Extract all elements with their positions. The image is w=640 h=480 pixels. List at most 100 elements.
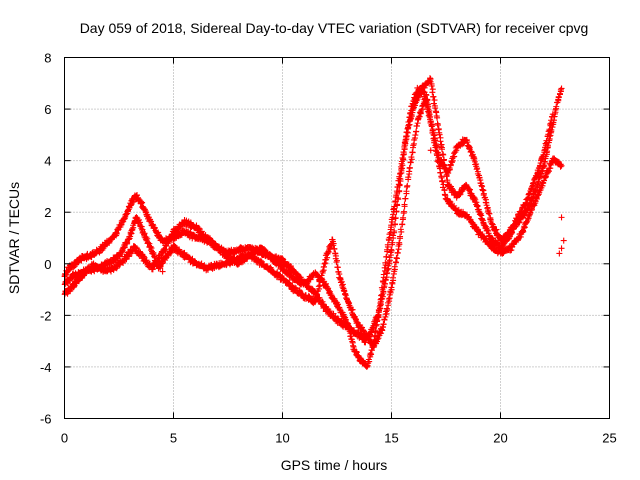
data-point bbox=[349, 339, 356, 346]
data-point bbox=[397, 170, 404, 177]
data-point bbox=[401, 208, 408, 215]
x-tick-label: 25 bbox=[602, 431, 616, 446]
data-point bbox=[433, 113, 440, 120]
data-point bbox=[553, 103, 560, 110]
data-point bbox=[399, 221, 406, 228]
data-point bbox=[403, 129, 410, 136]
data-point bbox=[143, 257, 150, 264]
data-point bbox=[133, 214, 140, 221]
data-point bbox=[391, 203, 398, 210]
data-point bbox=[157, 263, 164, 270]
data-point bbox=[451, 202, 458, 209]
data-point bbox=[389, 239, 396, 246]
data-point bbox=[257, 257, 264, 264]
data-point bbox=[438, 173, 445, 180]
data-point bbox=[558, 245, 565, 252]
data-point bbox=[348, 336, 355, 343]
data-point bbox=[426, 111, 433, 118]
data-point bbox=[547, 121, 554, 128]
data-point bbox=[405, 174, 412, 181]
data-point bbox=[62, 272, 69, 279]
data-point bbox=[401, 201, 408, 208]
data-point bbox=[508, 228, 515, 235]
data-point bbox=[407, 159, 414, 166]
data-point bbox=[428, 80, 435, 87]
data-point bbox=[332, 252, 339, 259]
data-point bbox=[412, 132, 419, 139]
data-point bbox=[527, 210, 534, 217]
data-point bbox=[397, 233, 404, 240]
data-points bbox=[61, 75, 567, 371]
data-point bbox=[238, 258, 245, 265]
data-point bbox=[464, 139, 471, 146]
x-tick-label: 5 bbox=[170, 431, 177, 446]
data-point bbox=[334, 264, 341, 271]
data-point bbox=[538, 168, 545, 175]
data-point bbox=[333, 257, 340, 264]
data-point bbox=[479, 187, 486, 194]
data-point bbox=[350, 343, 357, 350]
data-point bbox=[525, 190, 532, 197]
data-point bbox=[465, 143, 472, 150]
data-point bbox=[410, 142, 417, 149]
data-point bbox=[378, 292, 385, 299]
data-point bbox=[390, 211, 397, 218]
data-point bbox=[433, 108, 440, 115]
data-point bbox=[402, 195, 409, 202]
data-point bbox=[406, 121, 413, 128]
data-point bbox=[394, 249, 401, 256]
x-tick-label: 15 bbox=[384, 431, 398, 446]
y-tick-labels: -6 -4 -2 0 2 4 6 8 bbox=[40, 51, 52, 427]
data-point bbox=[473, 199, 480, 206]
data-point bbox=[384, 246, 391, 253]
data-point bbox=[345, 320, 352, 327]
data-point bbox=[560, 237, 567, 244]
data-point bbox=[440, 181, 447, 188]
data-point bbox=[438, 144, 445, 151]
data-point bbox=[312, 298, 319, 305]
data-point bbox=[326, 308, 333, 315]
data-point bbox=[136, 248, 143, 255]
y-tick-label: 8 bbox=[44, 51, 51, 66]
data-point bbox=[338, 278, 345, 285]
data-point bbox=[416, 109, 423, 116]
y-tick-label: -2 bbox=[40, 308, 52, 323]
data-point bbox=[442, 165, 449, 172]
data-point bbox=[347, 330, 354, 337]
data-point bbox=[376, 303, 383, 310]
data-point bbox=[314, 291, 321, 298]
data-point bbox=[493, 226, 500, 233]
data-point bbox=[427, 118, 434, 125]
data-point bbox=[483, 199, 490, 206]
data-point bbox=[332, 250, 339, 257]
data-point bbox=[470, 221, 477, 228]
data-point bbox=[134, 192, 141, 199]
data-point bbox=[321, 260, 328, 267]
data-point bbox=[400, 149, 407, 156]
data-point bbox=[224, 251, 231, 258]
data-point bbox=[425, 101, 432, 108]
data-point bbox=[386, 231, 393, 238]
data-point bbox=[446, 198, 453, 205]
data-point bbox=[374, 317, 381, 324]
data-point bbox=[382, 259, 389, 266]
data-point bbox=[384, 241, 391, 248]
y-tick-label: -4 bbox=[40, 360, 52, 375]
data-point bbox=[471, 155, 478, 162]
data-point bbox=[380, 321, 387, 328]
data-point bbox=[427, 147, 434, 154]
data-point bbox=[322, 280, 329, 287]
data-point bbox=[133, 245, 140, 252]
data-point bbox=[375, 312, 382, 319]
data-point bbox=[474, 168, 481, 175]
data-point bbox=[444, 177, 451, 184]
data-point bbox=[383, 254, 390, 261]
data-point bbox=[443, 171, 450, 178]
data-point bbox=[441, 156, 448, 163]
data-point bbox=[167, 236, 174, 243]
x-tick-labels: 0 5 10 15 20 25 bbox=[61, 431, 617, 446]
data-point bbox=[331, 246, 338, 253]
data-point bbox=[466, 186, 473, 193]
data-point bbox=[279, 255, 286, 262]
data-point bbox=[487, 216, 494, 223]
